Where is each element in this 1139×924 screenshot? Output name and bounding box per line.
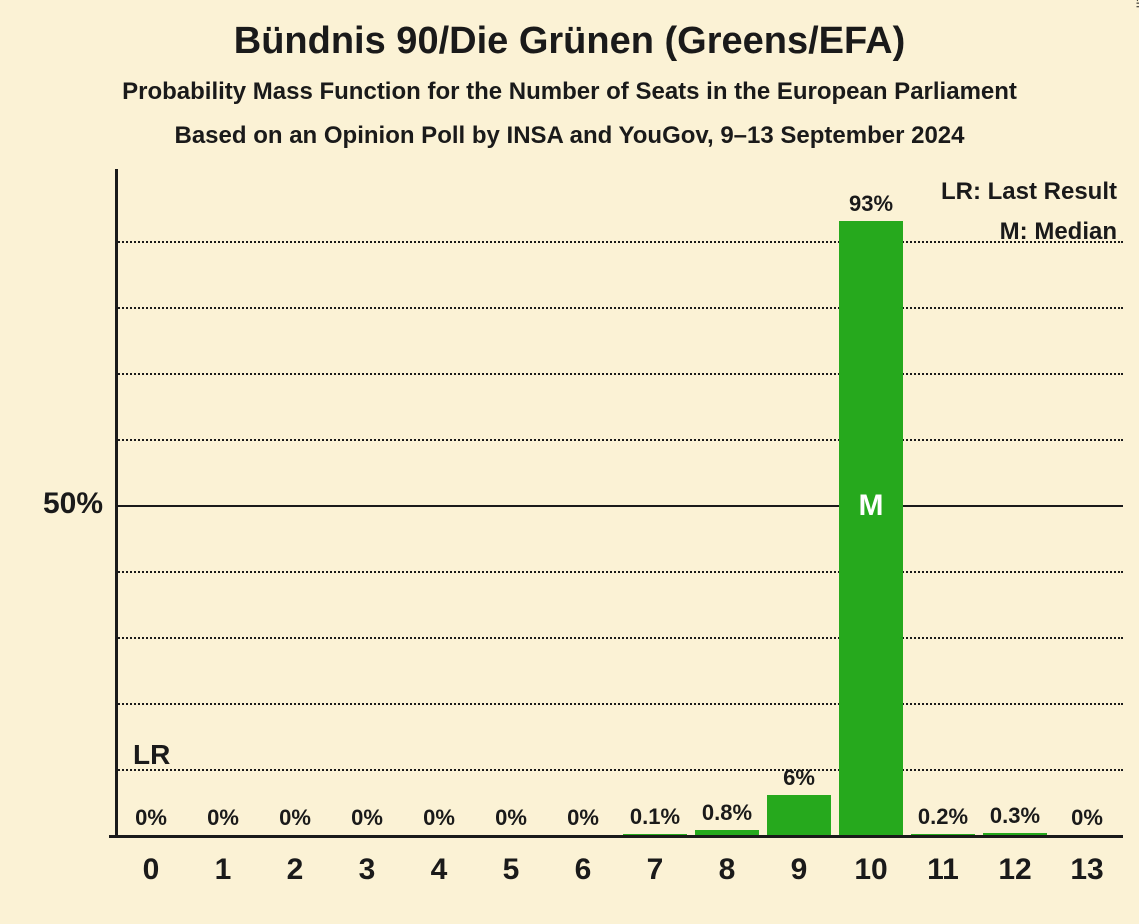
grid-minor	[115, 373, 1123, 375]
x-tick-label: 6	[575, 853, 592, 887]
grid-minor	[115, 241, 1123, 243]
grid-minor	[115, 769, 1123, 771]
x-tick-label: 1	[215, 853, 232, 887]
legend-lr: LR: Last Result	[941, 178, 1117, 206]
x-tick-label: 5	[503, 853, 520, 887]
bar-value-label: 0.1%	[630, 804, 680, 830]
bar-value-label: 0%	[567, 805, 599, 831]
x-axis	[109, 835, 1123, 838]
copyright-text: © 2024 Filip van Laenen	[1133, 0, 1139, 8]
grid-minor	[115, 637, 1123, 639]
x-tick-label: 8	[719, 853, 736, 887]
y-axis	[115, 169, 118, 835]
y-axis-label: 50%	[10, 487, 103, 521]
lr-annotation: LR	[133, 739, 170, 771]
bar-value-label: 0%	[351, 805, 383, 831]
legend-m: M: Median	[1000, 218, 1117, 246]
bar-value-label: 0%	[423, 805, 455, 831]
bar-value-label: 0%	[1071, 805, 1103, 831]
x-tick-label: 10	[854, 853, 887, 887]
grid-minor	[115, 703, 1123, 705]
bar-value-label: 0%	[279, 805, 311, 831]
bar	[839, 221, 902, 835]
x-tick-label: 12	[998, 853, 1031, 887]
grid-major	[115, 505, 1123, 507]
chart-canvas: Bündnis 90/Die Grünen (Greens/EFA) Proba…	[0, 0, 1139, 924]
x-tick-label: 0	[143, 853, 160, 887]
x-tick-label: 7	[647, 853, 664, 887]
x-tick-label: 9	[791, 853, 808, 887]
bar-value-label: 0.2%	[918, 804, 968, 830]
x-tick-label: 3	[359, 853, 376, 887]
bar-value-label: 0.3%	[990, 803, 1040, 829]
grid-minor	[115, 571, 1123, 573]
x-tick-label: 11	[927, 853, 959, 887]
bar-value-label: 0%	[495, 805, 527, 831]
bar-value-label: 93%	[849, 191, 893, 217]
bar-value-label: 6%	[783, 765, 815, 791]
plot-area: 50%0%0%0%0%0%0%0%0.1%0.8%6%93%0.2%0.3%0%…	[115, 175, 1123, 835]
median-marker: M	[859, 489, 884, 523]
chart-subtitle-2: Based on an Opinion Poll by INSA and You…	[0, 122, 1139, 150]
x-tick-label: 2	[287, 853, 304, 887]
x-tick-label: 4	[431, 853, 448, 887]
chart-title: Bündnis 90/Die Grünen (Greens/EFA)	[0, 20, 1139, 63]
grid-minor	[115, 439, 1123, 441]
bar-value-label: 0%	[135, 805, 167, 831]
bar-value-label: 0%	[207, 805, 239, 831]
bar-value-label: 0.8%	[702, 800, 752, 826]
x-tick-label: 13	[1070, 853, 1103, 887]
bar	[767, 795, 830, 835]
grid-minor	[115, 307, 1123, 309]
chart-subtitle-1: Probability Mass Function for the Number…	[0, 78, 1139, 106]
